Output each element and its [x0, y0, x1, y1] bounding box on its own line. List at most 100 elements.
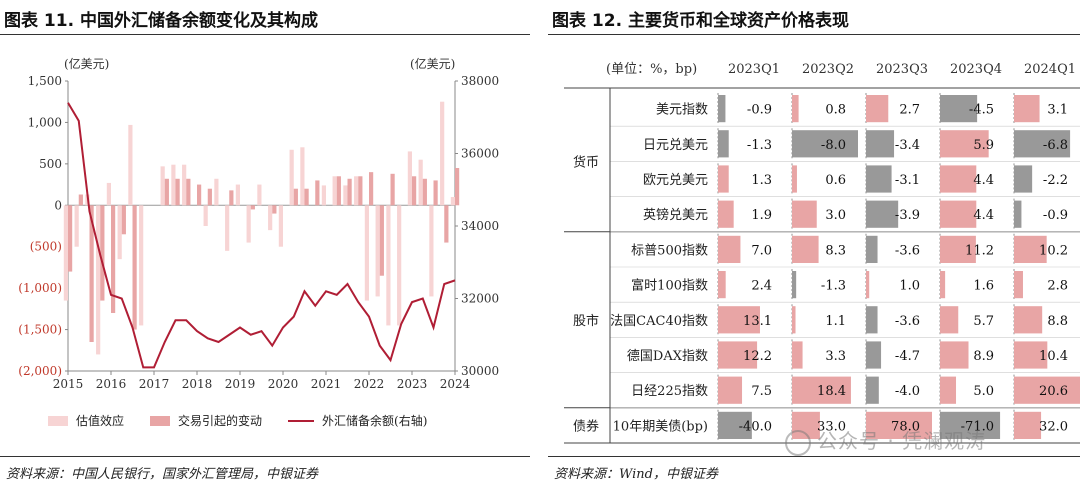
transaction-bar [186, 178, 191, 206]
cell-value: 8.9 [973, 349, 994, 364]
asset-performance-table: (单位：%，bp) 2023Q1 2023Q2 2023Q3 2023Q4 2024Q1 货… [564, 62, 1080, 444]
cell-bar [1014, 411, 1042, 439]
right-tick-label: 30000 [461, 364, 499, 378]
cell-bar [940, 306, 959, 334]
group-label: 债券 [573, 418, 599, 434]
cell-value: 2.7 [899, 103, 920, 118]
legend-item-valuation: 估值效应 [48, 412, 124, 429]
valuation-bar [321, 185, 326, 206]
cell-value: 1.6 [973, 279, 994, 294]
valuation-bar [203, 205, 208, 226]
row-label: 日经225指数 [631, 384, 708, 399]
x-tick-label: 2017 [139, 377, 170, 391]
cell-bar [866, 130, 895, 158]
left-panel-title: 图表 11. 中国外汇储备余额变化及其构成 [4, 11, 318, 31]
left-tick-label: 0 [54, 198, 62, 212]
row-label: 英镑兑美元 [643, 207, 708, 223]
cell-bar [1014, 200, 1022, 228]
watermark: 公众号 · 凭澜观涛 [785, 425, 986, 456]
cell-bar [940, 130, 989, 158]
transaction-bar [229, 190, 234, 206]
transaction-bar [315, 180, 320, 206]
transaction-bar [111, 205, 116, 313]
cell-value: -8.0 [821, 138, 846, 153]
cell-value: 3.1 [1047, 103, 1068, 118]
transaction-bar [175, 178, 180, 206]
valuation-bar [268, 205, 273, 231]
row-label: 日元兑美元 [643, 138, 708, 153]
left-panel: 图表 11. 中国外汇储备余额变化及其构成 (亿美元) (亿美元) 1,500 1,0… [0, 0, 530, 488]
cell-bar [718, 341, 758, 369]
reserve-line [67, 102, 456, 369]
cell-bar [1014, 376, 1080, 404]
cell-value: -4.7 [895, 349, 920, 364]
cell-value: -3.6 [895, 314, 920, 329]
valuation-bar [354, 176, 359, 206]
cell-bar [792, 376, 851, 404]
left-tick-label: (500) [30, 240, 62, 254]
cell-value: 33.0 [817, 419, 846, 434]
cell-value: -0.9 [1043, 208, 1068, 223]
right-tick-label: 38000 [461, 74, 499, 88]
right-tick-label: 34000 [461, 219, 499, 233]
left-tick-label: (1,500) [18, 323, 62, 337]
transaction-bar [336, 176, 341, 206]
cell-value: -4.0 [895, 384, 920, 399]
cell-bar [1014, 341, 1048, 369]
cell-value: -40.0 [739, 419, 772, 434]
transaction-bar [207, 188, 212, 206]
valuation-bar [63, 205, 68, 301]
cell-bar [718, 306, 760, 334]
column-header: 2023Q1 [728, 62, 780, 77]
cell-value: 1.9 [751, 208, 772, 223]
cell-bar [792, 341, 803, 369]
left-source-rule [0, 456, 530, 457]
valuation-bar [343, 185, 348, 206]
legend-item-transaction: 交易引起的变动 [150, 412, 262, 429]
group-label: 股市 [573, 313, 599, 329]
cell-bar [792, 271, 797, 299]
valuation-bar [96, 205, 101, 355]
transaction-bar [433, 180, 438, 206]
cell-bar [1014, 235, 1047, 263]
x-tick-label: 2015 [53, 377, 84, 391]
valuation-bar [106, 182, 111, 206]
transaction-bar [304, 188, 309, 206]
cell-value: 11.2 [965, 243, 994, 258]
cell-value: 18.4 [817, 384, 846, 399]
cell-bar [1014, 306, 1043, 334]
cell-bar [792, 200, 817, 228]
cell-value: -3.1 [895, 173, 920, 188]
valuation-bar [289, 149, 294, 206]
cell-value: 8.3 [825, 243, 846, 258]
cell-bar [866, 341, 882, 369]
row-label: 德国DAX指数 [627, 349, 708, 364]
column-header: 2023Q3 [876, 62, 928, 77]
transaction-bar [369, 172, 374, 206]
cell-value: 5.0 [973, 384, 994, 399]
cell-value: -4.5 [969, 103, 994, 118]
x-tick-label: 2020 [268, 377, 299, 391]
transaction-bar [132, 205, 137, 330]
transaction-bar [89, 205, 94, 342]
legend-swatch-transaction [150, 415, 171, 426]
cell-bar [866, 271, 870, 299]
transaction-bar [272, 205, 277, 214]
cell-value: -0.9 [747, 103, 772, 118]
transaction-bar [164, 178, 169, 206]
cell-value: 1.1 [825, 314, 846, 329]
x-tick-label: 2022 [354, 377, 385, 391]
cell-value: 20.6 [1039, 384, 1068, 399]
x-tick-label: 2024 [440, 377, 471, 391]
cell-value: 1.3 [751, 173, 772, 188]
x-tick-label: 2018 [182, 377, 213, 391]
legend-item-reserve: 外汇储备余额(右轴) [288, 412, 427, 429]
cell-bar [718, 235, 741, 263]
transaction-bar [358, 176, 363, 206]
reserve-chart-legend: 估值效应 交易引起的变动 外汇储备余额(右轴) [48, 412, 427, 429]
row-label: 美元指数 [656, 103, 708, 118]
wechat-icon [785, 429, 811, 456]
valuation-bar [257, 184, 262, 206]
transaction-bar [78, 194, 83, 206]
valuation-bar [407, 151, 412, 206]
